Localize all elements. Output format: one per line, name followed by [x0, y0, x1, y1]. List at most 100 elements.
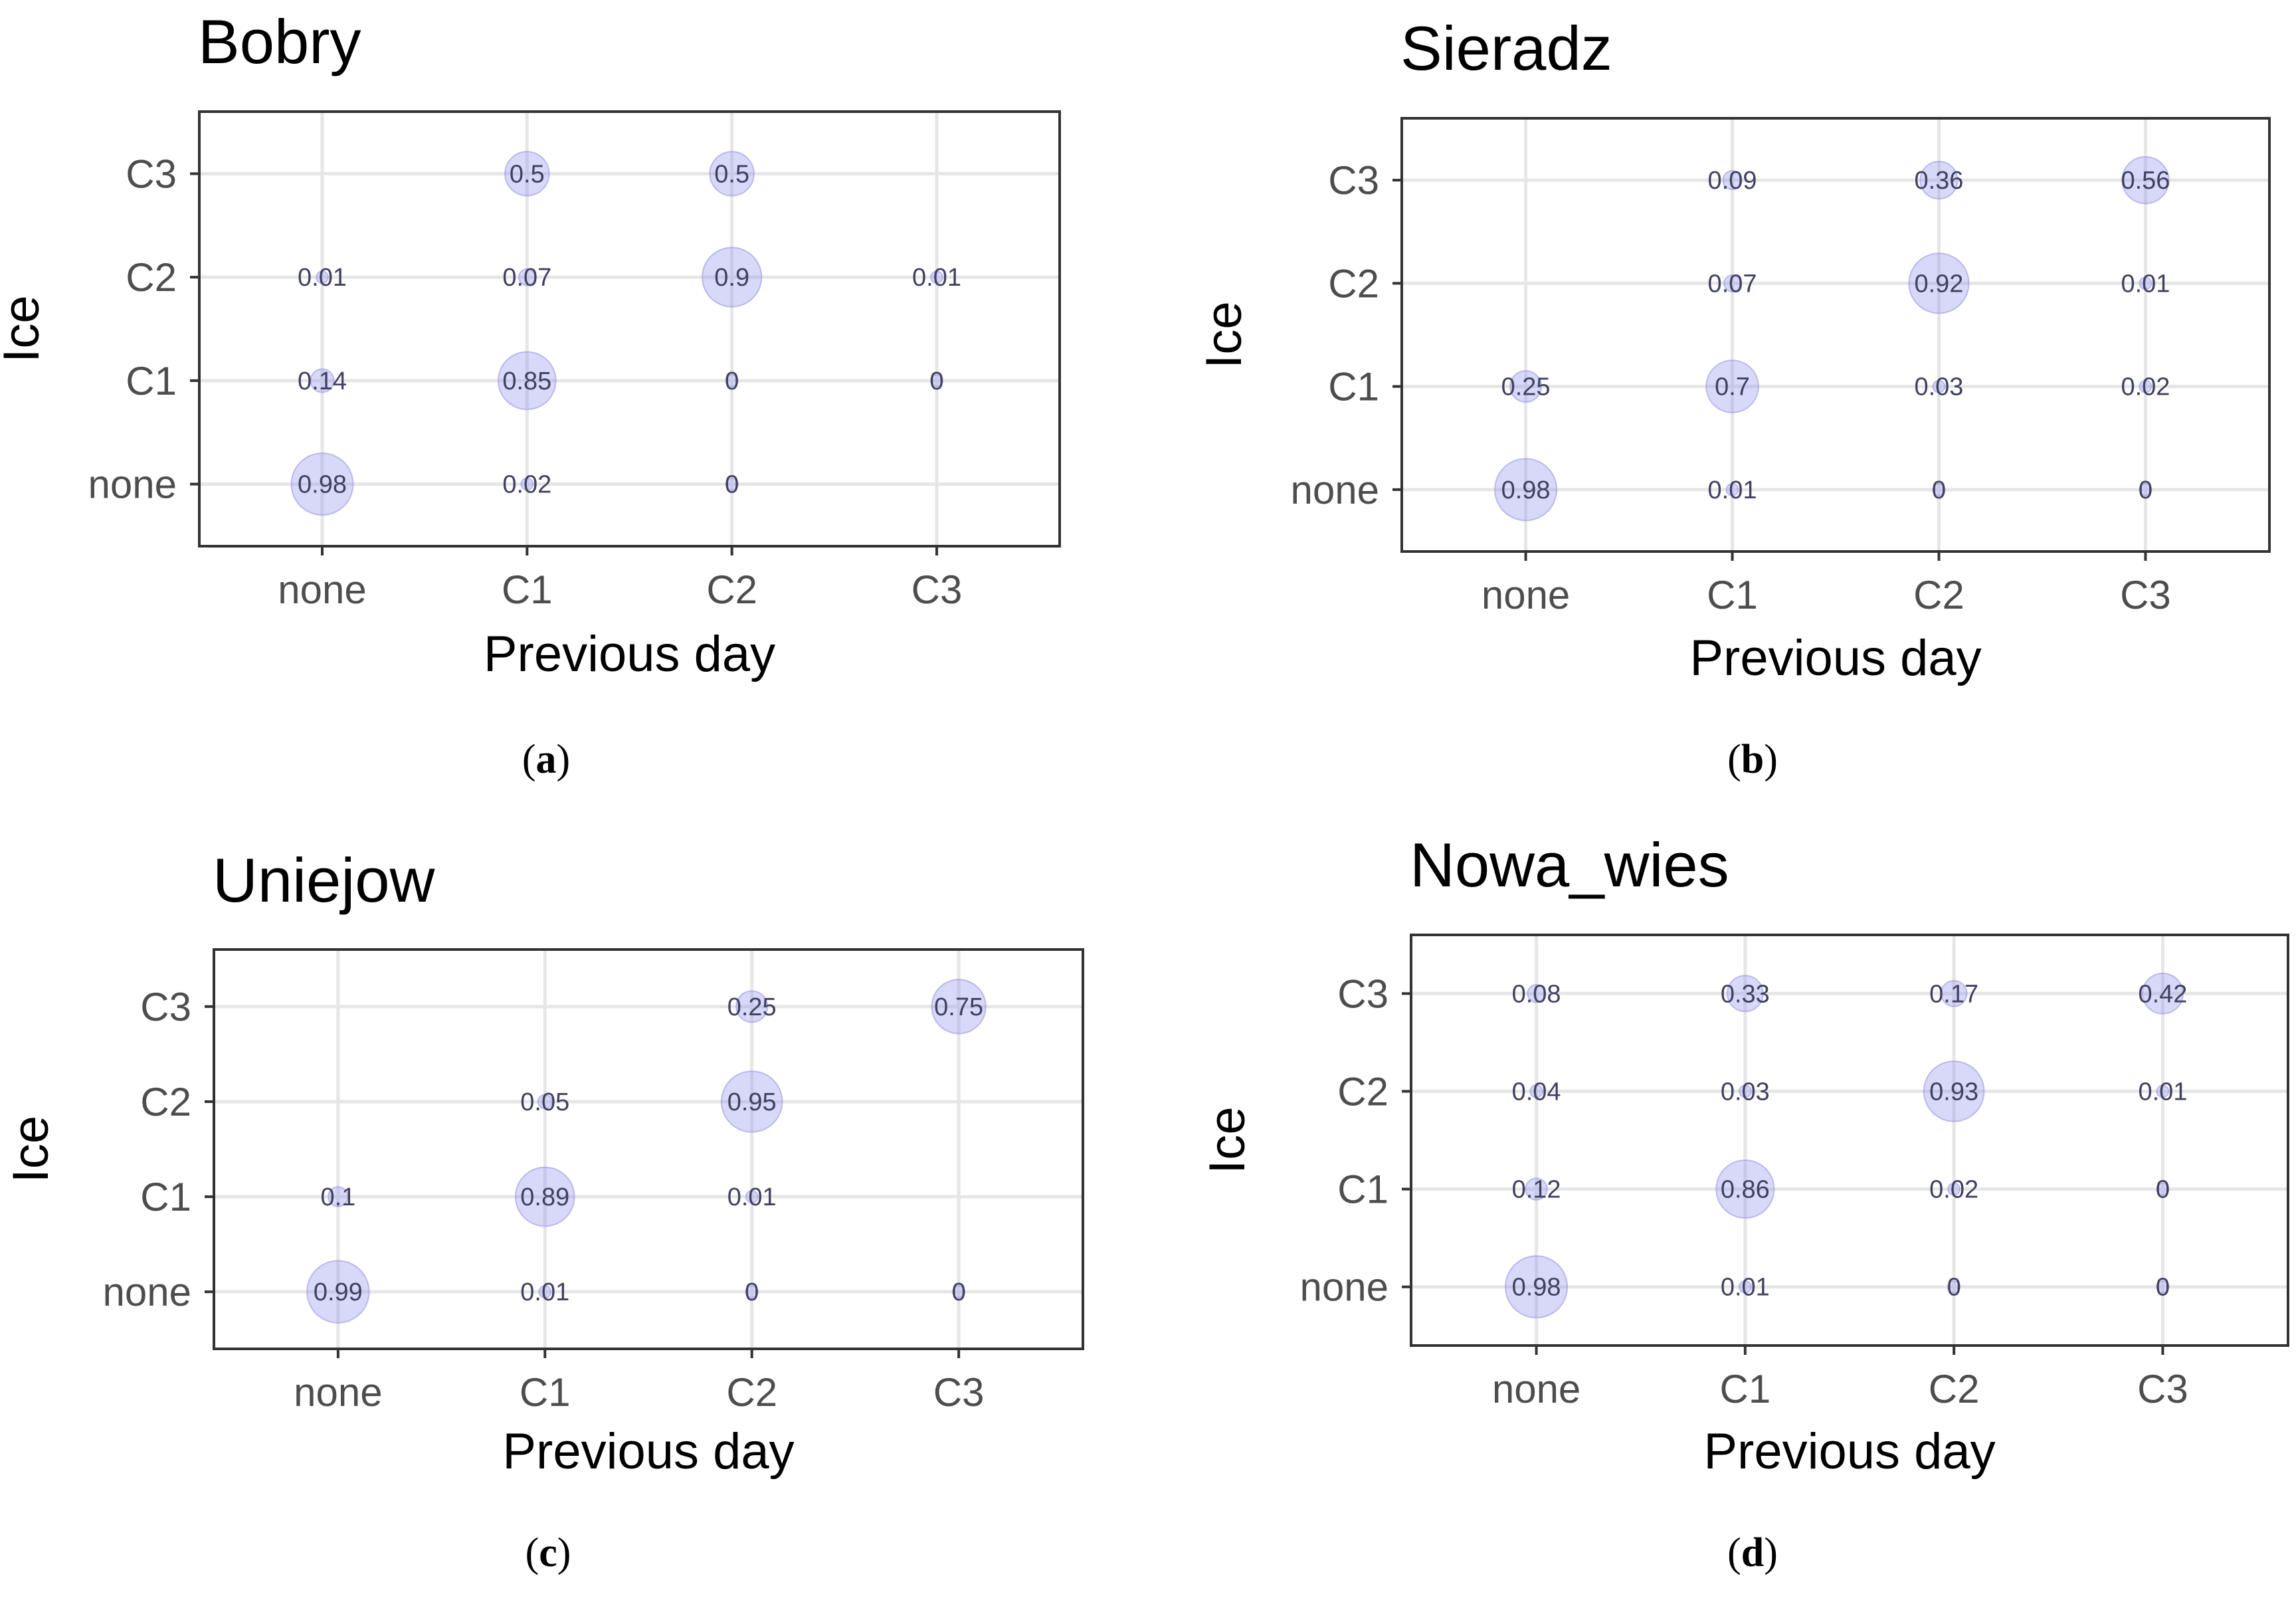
x-tick-label: C2: [1929, 1367, 1980, 1411]
bubble-label: 0: [1947, 1274, 1961, 1302]
bubble-label: 0.86: [1721, 1176, 1770, 1204]
bubble-label: 0: [952, 1278, 966, 1306]
bubble-C3-none: [952, 1285, 966, 1299]
bubble-label: 0.01: [727, 1183, 777, 1211]
bubble-C1-C3: [504, 151, 550, 197]
bubble-C3-none: [2139, 482, 2152, 496]
x-tick-label: none: [1492, 1367, 1580, 1411]
bubble-C3-none: [2156, 1280, 2170, 1294]
x-tick-label: none: [278, 567, 366, 612]
bubble-none-none: [290, 452, 354, 516]
bubble-label: 0.75: [934, 993, 983, 1021]
bubble-none-C1: [327, 1186, 349, 1207]
bubble-C1-C1: [1715, 1159, 1775, 1219]
bubble-none-C1: [1509, 370, 1543, 403]
x-tick-label: C3: [933, 1370, 985, 1415]
bubble-C2-C1: [745, 1190, 759, 1204]
bubble-C1-none: [520, 477, 534, 491]
x-tick-label: C3: [2120, 573, 2171, 617]
bubble-C2-C2: [1923, 1060, 1985, 1122]
bubble-label: 0.01: [2121, 270, 2170, 298]
bubble-C3-C1: [2156, 1182, 2170, 1196]
chart-title-uniejow: Uniejow: [213, 845, 435, 915]
chart-title-sieradz: Sieradz: [1400, 13, 1612, 83]
bubble-none-C2: [316, 270, 329, 284]
bubble-C1-C2: [1723, 274, 1741, 292]
y-tick-label: C2: [140, 1080, 191, 1124]
caption-d: (d): [1727, 1530, 1778, 1575]
bubble-label: 0.03: [1914, 373, 1963, 401]
bubble-label: 0.12: [1512, 1176, 1561, 1204]
y-tick-label: C3: [1337, 971, 1388, 1016]
bubble-label: 0.01: [1708, 476, 1757, 504]
panel-bobry: Bobry 0.5 0.5 0.01 0.07 0.9 0.01 0.14 0.85 0 0 0.98…: [0, 0, 1148, 802]
y-tick-label: C2: [1337, 1069, 1388, 1114]
bubble-label: 0.01: [520, 1278, 569, 1306]
bubble-none-C1: [310, 368, 335, 393]
x-tick-label: C1: [520, 1370, 571, 1415]
bubble-C3-C2: [930, 270, 943, 284]
bubble-label: 0.07: [1708, 270, 1757, 298]
bubble-C1-none: [538, 1285, 552, 1299]
x-tick-label: C2: [726, 1370, 777, 1415]
x-tick-label: none: [294, 1370, 382, 1415]
y-axis-label: Ice: [3, 1116, 59, 1183]
bubble-none-C3: [1527, 983, 1546, 1003]
bubble-none-C1: [1525, 1177, 1548, 1201]
x-axis-label: Previous day: [1703, 1423, 1995, 1480]
bubble-C2-C2: [702, 247, 763, 308]
y-tick-label: C2: [126, 255, 177, 300]
bubble-label: 0: [725, 367, 739, 395]
y-tick-label: C3: [1328, 158, 1379, 203]
x-tick-label: C3: [2137, 1367, 2188, 1411]
bubble-C1-C2: [1738, 1084, 1752, 1098]
bubble-label: 0.25: [1501, 373, 1551, 401]
bubble-C1-C1: [514, 1166, 575, 1227]
bubble-C2-C1: [1947, 1182, 1961, 1196]
bubble-label: 0.02: [2121, 373, 2170, 401]
bubble-none-C2: [1529, 1084, 1543, 1098]
chart-bobry: Bobry 0.5 0.5 0.01 0.07 0.9 0.01 0.14 0.85 0 0 0.98…: [0, 7, 1061, 682]
panel-uniejow: Uniejow 0.25 0.75 0.05 0.95 0.1 0.89 0.01 0.99 0.…: [0, 802, 1148, 1604]
y-axis-label: Ice: [1196, 301, 1252, 368]
bubble-label: 0: [1932, 476, 1946, 504]
bubble-label: 0.17: [1929, 980, 1978, 1008]
x-tick-label: C1: [1720, 1367, 1771, 1411]
bubble-C3-C2: [2156, 1084, 2170, 1098]
bubble-label: 0.5: [714, 160, 749, 188]
bubble-C2-C3: [709, 151, 755, 197]
bubble-label: 0.9: [714, 264, 749, 292]
bubble-C2-none: [1932, 482, 1946, 496]
bubble-C2-none: [1947, 1280, 1961, 1294]
y-tick-label: none: [88, 462, 177, 507]
x-tick-label: C2: [706, 567, 757, 612]
bubble-C2-C2: [720, 1070, 783, 1133]
caption-b: (b): [1727, 737, 1778, 782]
bubble-label: 0.98: [298, 471, 347, 499]
y-tick-label: C2: [1328, 261, 1379, 306]
bubble-label: 0.05: [520, 1088, 569, 1116]
caption-a: (a): [522, 737, 571, 782]
bubble-C2-C3: [1919, 160, 1959, 200]
bubble-label: 0.36: [1914, 167, 1963, 195]
bubble-label: 0.02: [1929, 1176, 1978, 1204]
bubble-label: 0.02: [502, 471, 551, 499]
y-tick-label: C1: [1337, 1167, 1388, 1212]
x-tick-label: C2: [1913, 573, 1964, 617]
bubble-C2-none: [725, 477, 739, 491]
plot-frame: [1400, 117, 2271, 553]
bubble-label: 0.56: [2121, 167, 2170, 195]
bubble-label: 0: [725, 471, 739, 499]
bubble-C1-C1: [1705, 359, 1759, 413]
bubble-label: 0.07: [502, 264, 551, 292]
bubble-label: 0.98: [1501, 476, 1551, 504]
plot-frame: [213, 948, 1084, 1350]
bubble-label: 0.98: [1512, 1274, 1561, 1302]
bubble-label: 0.01: [2138, 1078, 2187, 1106]
bubble-C1-none: [1725, 482, 1739, 496]
bubble-C1-C2: [537, 1094, 553, 1110]
bubble-label: 0.89: [520, 1183, 569, 1211]
bubble-label: 0.14: [298, 367, 347, 395]
x-tick-label: C1: [1707, 573, 1758, 617]
bubble-C2-C1: [1932, 379, 1946, 393]
